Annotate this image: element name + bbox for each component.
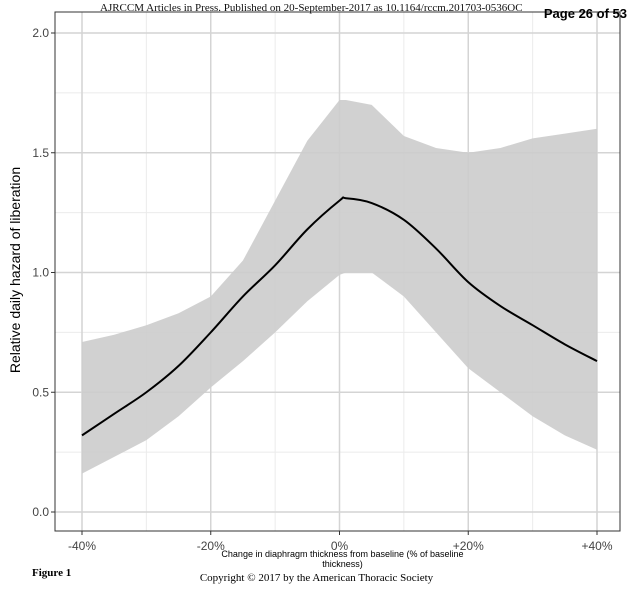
journal-header: AJRCCM Articles in Press. Published on 2…	[100, 2, 523, 14]
x-tick-label: 0%	[331, 539, 349, 553]
y-tick-label: 1.0	[32, 266, 49, 280]
x-tick-label: +20%	[453, 539, 484, 553]
y-tick-label: 0.5	[32, 385, 49, 399]
x-tick-label: -40%	[68, 539, 96, 553]
x-tick-label: +40%	[581, 539, 612, 553]
figure-label: Figure 1	[32, 567, 72, 579]
x-axis-label: Change in diaphragm thickness from basel…	[221, 549, 464, 569]
confidence-band	[82, 100, 597, 474]
y-axis-label: Relative daily hazard of liberation	[7, 166, 23, 374]
page-number: Page 26 of 53	[543, 6, 627, 21]
hazard-curve	[81, 196, 598, 437]
copyright: Copyright © 2017 by the American Thoraci…	[199, 572, 434, 584]
y-tick-label: 0.0	[32, 505, 49, 519]
y-tick-label: 1.5	[32, 146, 49, 160]
x-tick-label: -20%	[197, 539, 225, 553]
plot-frame	[54, 11, 621, 532]
y-tick-label: 2.0	[32, 26, 49, 40]
